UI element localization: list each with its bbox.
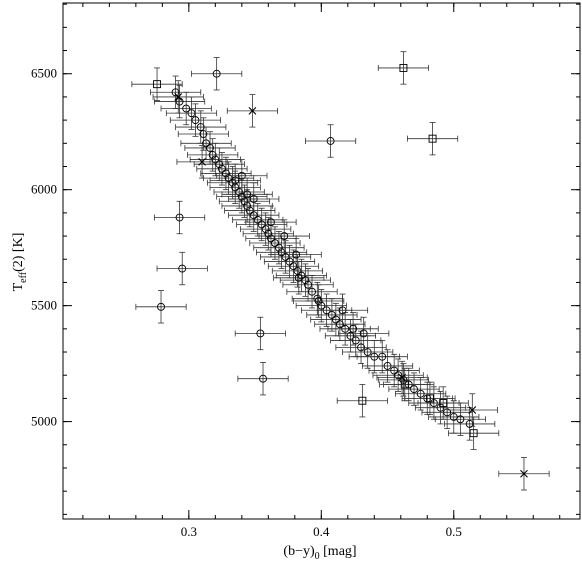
data-point-circle — [187, 138, 239, 172]
data-point-square — [407, 122, 459, 156]
data-point-circle — [253, 231, 305, 265]
data-point-circle — [177, 117, 229, 151]
y-tick-label: 6500 — [31, 66, 57, 81]
data-point-circle — [153, 200, 206, 235]
data-point-circle — [259, 240, 312, 274]
data-point-circle — [356, 340, 408, 374]
data-point-circle — [372, 358, 424, 392]
data-point-circle — [338, 316, 390, 351]
x-axis-label: (b−y)0 [mag] — [283, 544, 356, 562]
data-point-cross — [376, 360, 428, 395]
data-point-square — [131, 67, 183, 101]
data-marks — [131, 51, 550, 491]
data-point-circle — [295, 289, 347, 323]
data-point-circle — [342, 335, 394, 369]
data-point-circle — [184, 131, 236, 165]
data-point-square — [377, 51, 429, 85]
x-tick-label: 0.3 — [181, 524, 197, 539]
data-point-square — [336, 384, 388, 418]
data-point-circle — [388, 372, 440, 406]
data-point-circle — [160, 91, 212, 126]
data-point-circle — [175, 110, 227, 144]
data-point-circle — [414, 391, 467, 425]
y-tick-label: 5500 — [31, 298, 57, 313]
data-point-circle — [293, 284, 345, 318]
data-point-circle — [316, 293, 369, 327]
axis-ticks: 0.3 0.4 0.5 5000 5500 6000 6500 — [31, 3, 580, 539]
data-point-circle — [200, 156, 252, 191]
data-point-circle — [282, 268, 334, 302]
y-axis-label: Teff(2) [K] — [11, 233, 29, 292]
data-point-circle — [236, 207, 288, 242]
data-point-cross — [446, 393, 498, 427]
data-point-circle — [306, 298, 358, 332]
data-point-circle — [191, 57, 243, 91]
data-point-circle — [267, 249, 320, 283]
data-point-circle — [153, 84, 206, 119]
data-point-circle — [209, 163, 261, 198]
data-point-circle — [273, 261, 325, 295]
data-point-circle — [196, 152, 248, 186]
data-point-circle — [245, 205, 297, 239]
data-point-circle — [234, 316, 286, 351]
plot-frame — [62, 2, 581, 520]
data-point-cross — [498, 457, 550, 491]
data-point-circle — [237, 362, 289, 396]
data-point-circle — [270, 237, 322, 272]
y-tick-label: 5000 — [31, 414, 57, 429]
data-point-circle — [232, 203, 284, 237]
y-tick-label: 6000 — [31, 182, 57, 197]
data-point-circle — [242, 217, 294, 251]
data-point-cross — [152, 80, 204, 114]
data-point-circle — [258, 219, 310, 253]
data-point-square — [379, 367, 431, 402]
data-point-circle — [305, 124, 357, 158]
data-point-circle — [263, 244, 316, 279]
x-tick-label: 0.4 — [313, 524, 330, 539]
data-point-circle — [286, 275, 338, 309]
data-point-square — [417, 386, 469, 420]
data-point-circle — [221, 177, 273, 211]
data-point-square — [448, 416, 500, 450]
data-point-circle — [169, 103, 222, 137]
data-point-circle — [368, 353, 420, 388]
data-point-circle — [240, 212, 292, 246]
data-point-circle — [361, 349, 414, 383]
data-point-circle — [228, 182, 280, 216]
data-point-circle — [327, 312, 379, 346]
data-point-circle — [165, 96, 218, 130]
data-point-circle — [216, 159, 268, 193]
x-tick-label: 0.5 — [446, 524, 462, 539]
data-point-circle — [249, 226, 301, 260]
data-point-cross — [226, 94, 278, 128]
data-point-cross — [176, 145, 228, 179]
data-point-circle — [135, 290, 187, 324]
data-point-circle — [156, 251, 208, 286]
